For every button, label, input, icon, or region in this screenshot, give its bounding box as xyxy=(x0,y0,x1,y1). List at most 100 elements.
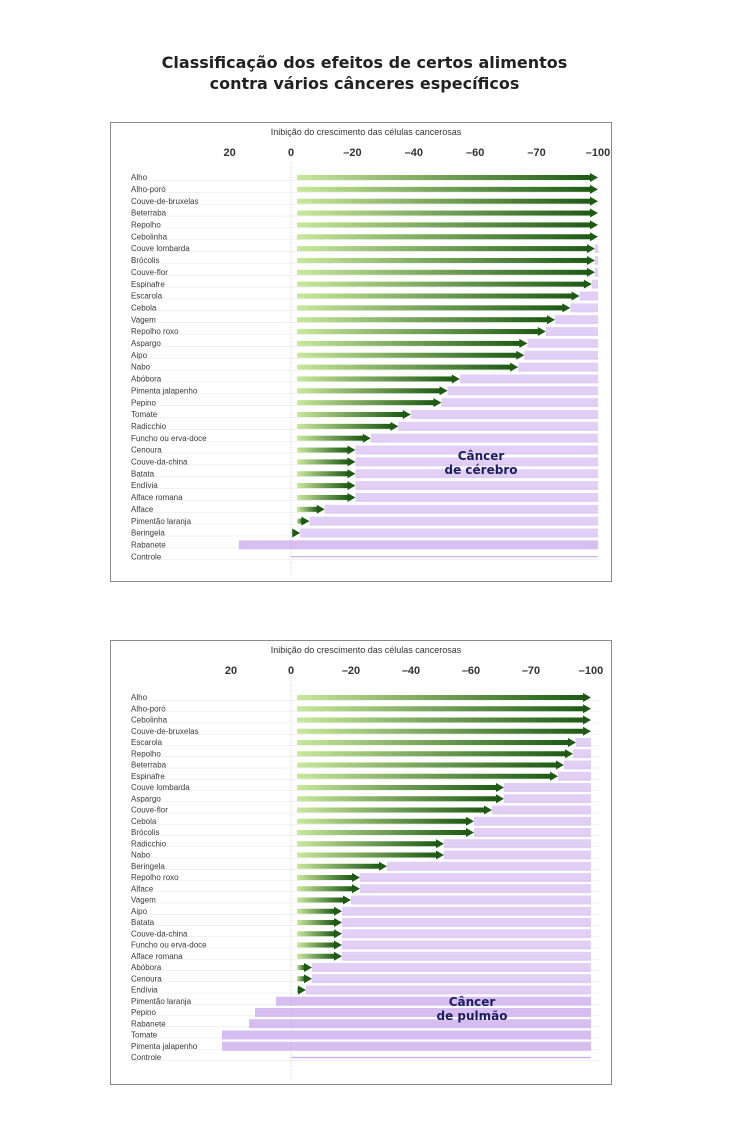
inhibition-arrow xyxy=(583,726,591,736)
inhibition-arrow xyxy=(537,327,546,337)
remaining-bar xyxy=(342,906,591,916)
category-label: Pepino xyxy=(131,1008,156,1017)
remaining-bar xyxy=(576,738,591,747)
inhibition-bar xyxy=(297,796,497,802)
brain-cancer-chart-svg: Inibição do crescimento das células canc… xyxy=(131,127,610,577)
inhibition-arrow xyxy=(586,244,595,254)
remaining-bar xyxy=(527,338,598,348)
inhibition-bar xyxy=(297,518,303,524)
remaining-bar xyxy=(306,985,591,995)
inhibition-arrow xyxy=(590,208,598,218)
inhibition-arrow xyxy=(590,232,598,242)
category-label: Escarola xyxy=(131,292,163,301)
inhibition-bar xyxy=(297,953,335,959)
inhibition-bar xyxy=(297,728,584,734)
remaining-bar xyxy=(342,951,591,961)
x-tick-label: 0 xyxy=(288,665,294,677)
remaining-bar xyxy=(355,469,598,479)
inhibition-arrow xyxy=(402,410,411,419)
category-label: Alface xyxy=(131,884,154,893)
inhibition-bar xyxy=(297,931,335,937)
inhibition-bar xyxy=(297,175,591,180)
inhibition-bar xyxy=(297,364,512,370)
remaining-bar xyxy=(594,244,598,254)
inhibition-bar xyxy=(297,376,453,382)
cancer-type-label: Câncer xyxy=(449,995,496,1009)
category-label: Repolho roxo xyxy=(131,873,179,882)
inhibition-arrow xyxy=(347,492,356,502)
category-label: Beringela xyxy=(131,862,165,871)
growth-bar xyxy=(222,1041,591,1051)
category-label: Couve-da-china xyxy=(131,929,188,938)
category-label: Couve lombarda xyxy=(131,783,190,792)
lung-cancer-chart-svg: Inibição do crescimento das células canc… xyxy=(131,645,603,1080)
remaining-bar xyxy=(444,839,591,849)
category-label: Tomate xyxy=(131,410,158,419)
x-axis-title: Inibição do crescimento das células canc… xyxy=(271,127,462,137)
category-label: Escarola xyxy=(131,738,163,747)
category-label: Vagem xyxy=(131,315,156,324)
remaining-bar xyxy=(474,828,591,837)
remaining-bar xyxy=(355,457,598,467)
inhibition-arrow xyxy=(590,220,598,230)
category-label: Cenoura xyxy=(131,446,162,455)
inhibition-arrow xyxy=(583,279,592,289)
remaining-bar xyxy=(447,386,598,396)
category-label: Aipo xyxy=(131,907,148,916)
inhibition-bar xyxy=(297,400,435,406)
category-label: Pimentão laranja xyxy=(131,517,192,526)
remaining-bar xyxy=(570,303,598,313)
category-label: Espinafre xyxy=(131,772,165,781)
remaining-bar xyxy=(351,895,591,905)
inhibition-bar xyxy=(297,506,318,512)
inhibition-bar xyxy=(297,852,437,858)
brain-cancer-chart: Inibição do crescimento das células canc… xyxy=(110,122,612,582)
remaining-bar xyxy=(360,873,591,882)
inhibition-arrow xyxy=(347,445,356,455)
inhibition-bar xyxy=(297,773,551,779)
remaining-bar xyxy=(594,267,598,277)
remaining-bar xyxy=(504,783,591,792)
x-tick-label: –20 xyxy=(342,665,360,677)
category-label: Pepino xyxy=(131,398,156,407)
inhibition-arrow xyxy=(301,516,310,526)
title-line-2: contra vários cânceres específicos xyxy=(209,74,520,93)
inhibition-arrow xyxy=(334,906,342,916)
remaining-bar xyxy=(545,327,598,337)
remaining-bar xyxy=(300,528,598,538)
remaining-bar xyxy=(360,884,591,894)
remaining-bar xyxy=(355,492,598,502)
category-label: Aipo xyxy=(131,351,148,360)
x-tick-label: –100 xyxy=(579,665,603,677)
inhibition-bar xyxy=(297,695,584,700)
category-label: Controle xyxy=(131,552,162,561)
category-label: Alho-poró xyxy=(131,185,166,194)
x-axis-title: Inibição do crescimento das células canc… xyxy=(271,645,462,655)
inhibition-bar xyxy=(297,340,521,346)
remaining-bar xyxy=(573,749,591,759)
inhibition-bar xyxy=(297,257,588,263)
inhibition-arrow xyxy=(436,850,444,860)
inhibition-bar xyxy=(297,388,441,394)
inhibition-arrow xyxy=(304,963,312,972)
category-label: Brócolis xyxy=(131,828,159,837)
x-tick-label: –100 xyxy=(586,147,610,159)
growth-bar xyxy=(222,1030,591,1040)
growth-bar xyxy=(249,1019,591,1029)
category-label: Cebola xyxy=(131,817,157,826)
inhibition-bar xyxy=(297,483,349,489)
remaining-bar xyxy=(444,850,591,860)
category-label: Alho xyxy=(131,173,148,182)
category-label: Batata xyxy=(131,469,155,478)
cancer-type-label: de cérebro xyxy=(445,463,518,477)
inhibition-bar xyxy=(297,352,518,358)
inhibition-bar xyxy=(297,875,353,880)
remaining-bar xyxy=(474,816,591,826)
x-tick-label: –70 xyxy=(522,665,540,677)
category-label: Beringela xyxy=(131,529,165,538)
remaining-bar xyxy=(312,963,591,972)
cancer-type-label: de pulmão xyxy=(437,1009,508,1023)
remaining-bar xyxy=(591,279,598,289)
inhibition-arrow xyxy=(343,895,351,905)
category-label: Alface romana xyxy=(131,952,183,961)
